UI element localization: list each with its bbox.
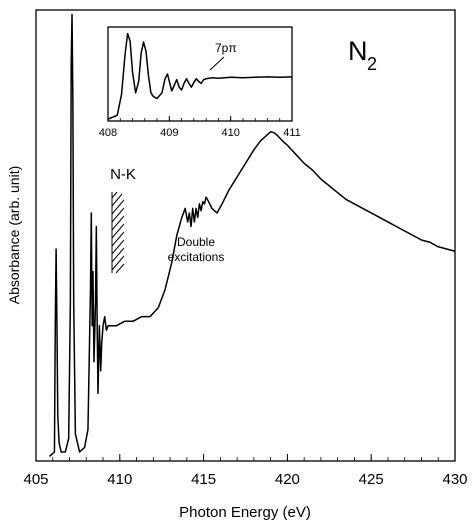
main-series-line xyxy=(48,13,456,458)
main-x-tick-label-430: 430 xyxy=(442,471,467,488)
x-axis-label: Photon Energy (eV) xyxy=(179,504,311,521)
main-x-tick-label-415: 415 xyxy=(191,471,216,488)
inset-annotation-label: 7pπ xyxy=(215,41,237,55)
svg-text:2: 2 xyxy=(367,54,377,74)
inset-x-tick-label-410: 410 xyxy=(221,127,239,139)
main-plot: 405 410 415 420 425 430 Photon Energy (eV) Ab… xyxy=(6,9,468,521)
double-excitations-label-line1: Double xyxy=(177,235,215,249)
inset-x-ticks: 408 409 410 411 xyxy=(99,116,301,139)
main-x-tick-label-410: 410 xyxy=(107,471,132,488)
double-excitations-label-line2: excitations xyxy=(168,250,225,264)
molecule-label: N 2 xyxy=(348,36,377,74)
inset-x-tick-label-409: 409 xyxy=(160,127,178,139)
main-plot-frame xyxy=(35,9,456,462)
inset-x-tick-label-408: 408 xyxy=(99,127,117,139)
inset-x-tick-label-411: 411 xyxy=(283,127,301,139)
svg-text:N: N xyxy=(348,36,368,66)
edge-hatch-marker xyxy=(111,191,125,274)
inset-series-line xyxy=(107,32,293,120)
edge-annotation-label: N-K xyxy=(110,166,136,183)
main-x-tick-label-405: 405 xyxy=(23,471,48,488)
inset-annotation-pointer xyxy=(209,56,225,71)
inset-plot: 408 409 410 411 7pπ xyxy=(99,26,301,139)
inset-plot-frame xyxy=(107,26,293,122)
main-x-tick-label-425: 425 xyxy=(359,471,384,488)
main-x-ticks: 405 410 415 420 425 430 xyxy=(23,454,468,488)
main-x-tick-label-420: 420 xyxy=(275,471,300,488)
y-axis-label: Absorbance (arb. unit) xyxy=(6,166,22,305)
